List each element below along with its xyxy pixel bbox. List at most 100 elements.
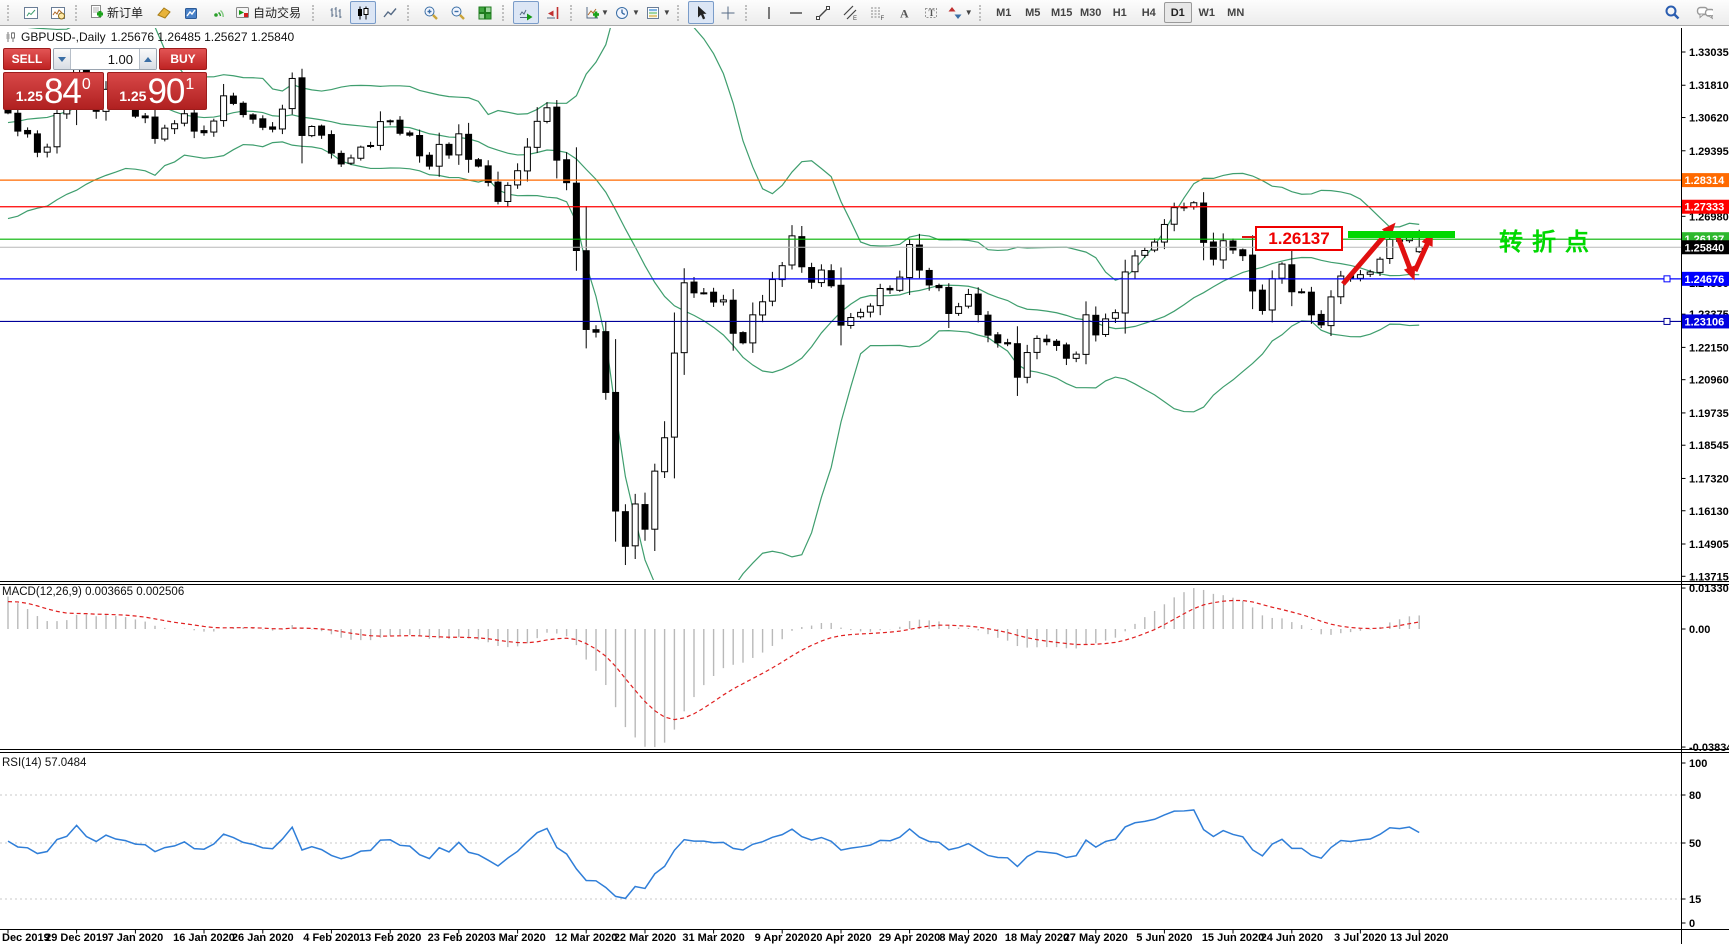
- volume-stepper: 1.00: [53, 48, 157, 70]
- indicators-add-icon: [583, 4, 600, 21]
- market-button[interactable]: [178, 1, 204, 24]
- fibonacci-icon: F: [868, 4, 885, 21]
- arrows-button[interactable]: ▼: [945, 1, 975, 24]
- template-icon: [645, 4, 662, 21]
- chevron-down-icon: ▼: [631, 8, 640, 17]
- sell-button[interactable]: SELL: [3, 48, 51, 70]
- line-chart-button[interactable]: [377, 1, 403, 24]
- vertical-line-button[interactable]: [756, 1, 782, 24]
- buy-button[interactable]: BUY: [159, 48, 207, 70]
- auto-scroll-button[interactable]: [513, 1, 540, 24]
- new-order-label: 新订单: [107, 6, 144, 20]
- metaeditor-button[interactable]: [151, 1, 177, 24]
- cursor-button[interactable]: [687, 1, 714, 24]
- support-zone-bar[interactable]: [1348, 231, 1455, 238]
- timeframe-d1-button[interactable]: D1: [1163, 2, 1192, 23]
- sell-price-point: 0: [81, 75, 91, 93]
- zoom-out-button[interactable]: [445, 1, 471, 24]
- trendline-icon: [814, 4, 831, 21]
- timeframe-mn-button[interactable]: MN: [1227, 6, 1245, 19]
- signals-button[interactable]: [205, 1, 231, 24]
- timeframe-h1-button[interactable]: H1: [1112, 6, 1127, 19]
- search-icon: [1664, 4, 1681, 21]
- volume-input[interactable]: 1.00: [71, 49, 139, 69]
- chart-shift-icon: [545, 4, 562, 21]
- metaeditor-icon: [156, 4, 173, 21]
- volume-decrease-button[interactable]: [54, 49, 71, 69]
- sell-price-base: 1.25: [15, 87, 43, 104]
- autotrading-icon: [234, 4, 251, 21]
- text-label-button[interactable]: T: [918, 1, 944, 24]
- trendline-button[interactable]: [810, 1, 836, 24]
- arrows-shapes-icon: [947, 4, 964, 21]
- periods-button[interactable]: ▼: [612, 1, 642, 24]
- horizontal-line-button[interactable]: [783, 1, 809, 24]
- timeframe-m1-button[interactable]: M1: [996, 6, 1012, 19]
- sell-quote-button[interactable]: 1.25 84 0: [3, 72, 104, 110]
- candlestick-chart-button[interactable]: [350, 1, 377, 24]
- chart-shift-button[interactable]: [540, 1, 566, 24]
- bar-chart-icon: [328, 4, 345, 21]
- search-button[interactable]: [1659, 1, 1685, 24]
- toolbar: 新订单 自动交易 ▼ ▼ ▼ E F A T ▼: [0, 0, 1729, 26]
- chart-title: GBPUSD-,Daily 1.25676 1.26485 1.25627 1.…: [4, 30, 294, 44]
- chevron-down-icon: ▼: [601, 8, 609, 17]
- chat-button[interactable]: [1691, 1, 1717, 24]
- market-icon: [183, 4, 200, 21]
- tick-chart-button[interactable]: [45, 1, 71, 24]
- indicators-button[interactable]: ▼: [581, 1, 611, 24]
- chevron-down-icon: ▼: [662, 8, 671, 17]
- candlestick-chart-icon: [355, 4, 372, 21]
- macd-pane[interactable]: [0, 585, 1681, 749]
- chart-title-ohlc: 1.25676 1.26485 1.25627 1.25840: [110, 30, 295, 44]
- templates-button[interactable]: ▼: [643, 1, 673, 24]
- main-chart-pane[interactable]: [0, 28, 1681, 580]
- crosshair-button[interactable]: [715, 1, 741, 24]
- channel-icon: E: [841, 4, 858, 21]
- timeframe-m30-button[interactable]: M30: [1080, 6, 1102, 19]
- crosshair-icon: [719, 4, 736, 21]
- buy-quote-button[interactable]: 1.25 90 1: [106, 72, 207, 110]
- equidistant-channel-button[interactable]: E: [837, 1, 863, 24]
- bar-chart-button[interactable]: [323, 1, 349, 24]
- text-button[interactable]: A: [891, 1, 917, 24]
- svg-text:F: F: [880, 16, 884, 21]
- timeframe-w1-button[interactable]: W1: [1198, 6, 1215, 19]
- toolbar-grip: [570, 4, 576, 21]
- price-callout-box[interactable]: 1.26137: [1255, 226, 1343, 251]
- signals-icon: [210, 4, 227, 21]
- timeframe-h4-button[interactable]: H4: [1141, 6, 1156, 19]
- rsi-pane[interactable]: [0, 753, 1681, 929]
- time-axis[interactable]: [0, 930, 1729, 944]
- price-axis[interactable]: [1681, 28, 1729, 929]
- buy-price-pips: 90: [147, 72, 185, 110]
- toolbar-grip: [676, 4, 683, 21]
- new-order-icon: [88, 4, 105, 21]
- timeframe-m15-button[interactable]: M15: [1051, 6, 1073, 19]
- fibonacci-button[interactable]: F: [864, 1, 890, 24]
- zoom-out-icon: [450, 4, 467, 21]
- volume-increase-button[interactable]: [139, 49, 156, 69]
- clock-icon: [614, 4, 631, 21]
- tile-windows-button[interactable]: [472, 1, 498, 24]
- toolbar-grip: [75, 4, 81, 21]
- cursor-icon: [692, 4, 709, 21]
- text-a-icon: A: [895, 4, 912, 21]
- one-click-trading-panel: SELL 1.00 BUY 1.25 84 0 1.25 90 1: [3, 48, 207, 110]
- toolbar-grip: [978, 4, 985, 21]
- chevron-down-icon: ▼: [964, 8, 973, 17]
- new-order-button[interactable]: 新订单: [86, 1, 150, 24]
- chart-title-symbol: GBPUSD-,Daily: [21, 30, 106, 44]
- timeframe-m5-button[interactable]: M5: [1025, 6, 1041, 19]
- auto-scroll-icon: [518, 4, 535, 21]
- tile-windows-icon: [477, 4, 494, 21]
- autotrading-button[interactable]: 自动交易: [232, 1, 308, 24]
- turning-point-label[interactable]: 转折点: [1499, 229, 1598, 256]
- chart-window-button[interactable]: [18, 1, 44, 24]
- triangle-up-icon: [144, 56, 152, 62]
- chart-title-icon: [4, 31, 16, 43]
- rsi-label: RSI(14) 57.0484: [2, 757, 87, 769]
- zoom-in-button[interactable]: [418, 1, 444, 24]
- toolbar-grip: [502, 4, 508, 21]
